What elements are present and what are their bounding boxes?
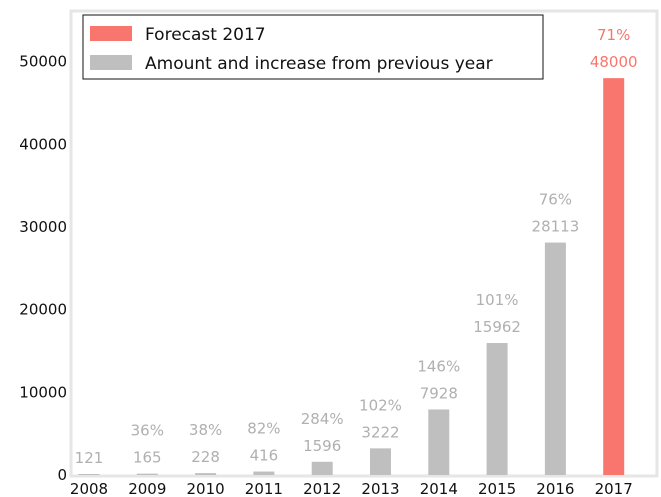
growth-label: 146%	[417, 357, 460, 375]
bar	[195, 473, 217, 475]
y-tick-label: 20000	[19, 301, 67, 319]
bar	[311, 461, 333, 475]
growth-label: 76%	[539, 191, 572, 209]
value-label: 416	[250, 447, 279, 465]
y-tick-label: 10000	[19, 383, 67, 401]
x-tick-label: 2015	[478, 480, 516, 497]
bars	[78, 78, 625, 476]
growth-label: 82%	[247, 420, 280, 438]
value-label: 228	[191, 448, 220, 466]
value-label: 28113	[532, 218, 580, 236]
x-axis: 2008 2009 2010 2011 2012 2013 2014 2015 2016 2017	[70, 480, 633, 497]
bar	[136, 473, 158, 475]
bar	[253, 471, 275, 475]
legend-box	[82, 14, 544, 80]
y-axis: 0 10000 20000 30000 40000 50000	[19, 53, 67, 484]
value-label: 48000	[590, 53, 638, 71]
legend-label-forecast: Forecast 2017	[145, 25, 266, 45]
growth-label: 284%	[301, 410, 344, 428]
forecast-bar	[603, 78, 625, 476]
value-label: 3222	[361, 423, 399, 441]
value-label: 1596	[303, 437, 341, 455]
x-tick-label: 2009	[128, 480, 166, 497]
x-tick-label: 2016	[536, 480, 574, 497]
bar	[486, 343, 508, 475]
x-tick-label: 2013	[361, 480, 399, 497]
x-tick-label: 2014	[420, 480, 458, 497]
growth-label: 102%	[359, 396, 402, 414]
data-labels: 121 165 36% 228 38% 416 82% 1596 284% 3222 102% 792…	[75, 26, 638, 467]
y-tick-label: 40000	[19, 135, 67, 153]
legend-swatch-actual	[90, 55, 132, 70]
plot-frame	[69, 9, 659, 478]
legend-swatch-forecast	[90, 26, 132, 41]
y-tick-label: 30000	[19, 218, 67, 236]
growth-label: 36%	[131, 422, 164, 440]
x-tick-label: 2017	[595, 480, 633, 497]
value-label: 165	[133, 449, 162, 467]
growth-label: 101%	[476, 291, 519, 309]
legend-label-actual: Amount and increase from previous year	[145, 54, 493, 74]
bar	[370, 448, 391, 475]
bar	[428, 409, 450, 475]
value-label: 121	[75, 449, 104, 467]
growth-label: 38%	[189, 421, 222, 439]
x-tick-label: 2010	[187, 480, 225, 497]
growth-label: 71%	[597, 26, 630, 44]
x-tick-label: 2008	[70, 480, 108, 497]
x-tick-label: 2012	[303, 480, 341, 497]
bar	[544, 242, 566, 475]
legend: Forecast 2017 Amount and increase from p…	[82, 14, 544, 80]
value-label: 15962	[473, 318, 521, 336]
x-tick-label: 2011	[245, 480, 283, 497]
y-tick-label: 0	[57, 466, 67, 484]
y-tick-label: 50000	[19, 53, 67, 71]
value-label: 7928	[420, 384, 458, 402]
bar	[78, 473, 100, 475]
